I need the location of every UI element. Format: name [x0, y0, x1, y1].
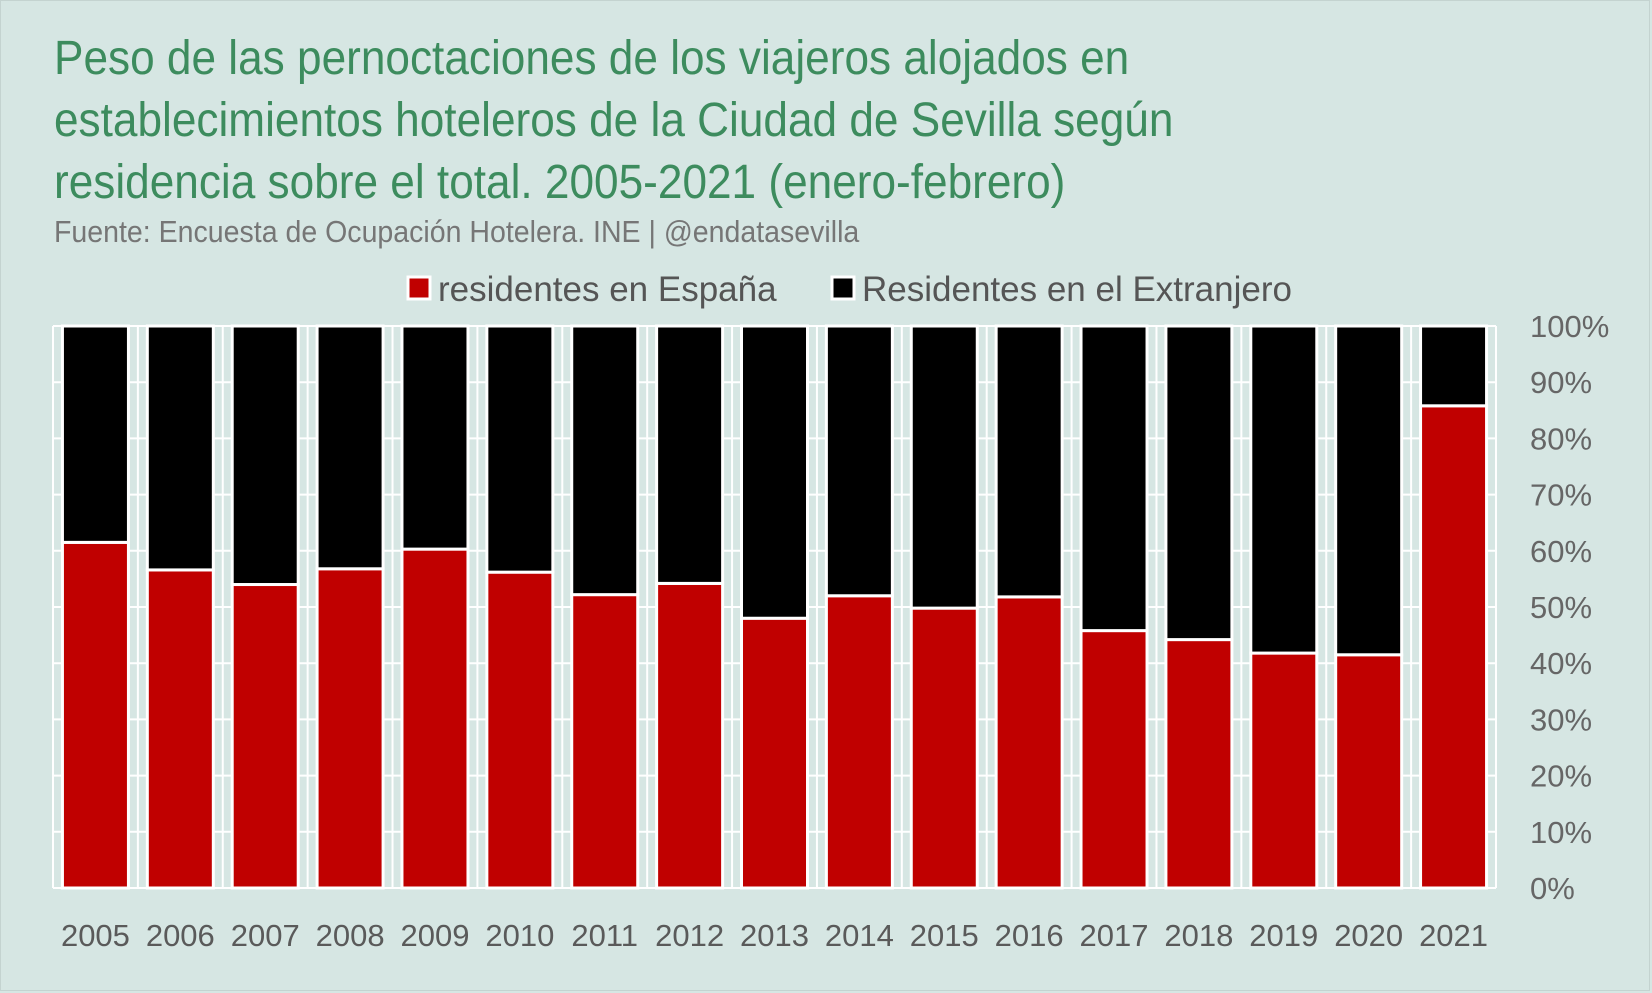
- bar-espana-2005: [60, 540, 130, 890]
- bar-espana-2009: [400, 547, 470, 890]
- y-tick-label: 20%: [1530, 759, 1592, 794]
- bar-extranjero-2019: [1249, 324, 1319, 655]
- bar-extranjero-2008: [315, 324, 385, 571]
- y-tick-label: 50%: [1530, 590, 1592, 625]
- legend-label-extranjero: Residentes en el Extranjero: [862, 270, 1292, 309]
- bar-espana-2006: [145, 568, 215, 890]
- bar-extranjero-2021: [1419, 324, 1489, 408]
- bar-espana-2010: [485, 570, 555, 890]
- bar-espana-2007: [230, 583, 300, 890]
- x-tick-label: 2019: [1249, 918, 1318, 953]
- x-tick-label: 2020: [1334, 918, 1403, 953]
- legend-label-espana: residentes en España: [438, 270, 777, 309]
- y-tick-label: 40%: [1530, 646, 1592, 681]
- bar-extranjero-2010: [485, 324, 555, 574]
- bar-extranjero-2006: [145, 324, 215, 572]
- bar-extranjero-2013: [740, 324, 809, 620]
- bar-espana-2021: [1419, 404, 1489, 890]
- legend-item-extranjero[interactable]: Residentes en el Extranjero: [830, 270, 1292, 309]
- y-tick-label: 90%: [1530, 365, 1592, 400]
- x-tick-label: 2016: [995, 918, 1064, 953]
- bar-extranjero-2015: [909, 324, 979, 610]
- bar-espana-2011: [570, 593, 640, 890]
- bar-extranjero-2012: [655, 324, 725, 585]
- x-tick-label: 2013: [740, 918, 809, 953]
- bar-extranjero-2018: [1164, 324, 1234, 642]
- bar-espana-2017: [1079, 629, 1149, 890]
- bar-espana-2016: [994, 595, 1064, 890]
- y-tick-label: 10%: [1530, 815, 1592, 850]
- legend-swatch-extranjero: [830, 275, 856, 301]
- x-tick-label: 2009: [400, 918, 469, 953]
- y-tick-label: 0%: [1530, 871, 1575, 906]
- x-tick-label: 2005: [61, 918, 130, 953]
- bar-espana-2015: [909, 606, 979, 890]
- y-tick-label: 70%: [1530, 478, 1592, 513]
- bar-extranjero-2020: [1334, 324, 1404, 657]
- x-tick-label: 2011: [571, 918, 638, 953]
- bar-extranjero-2009: [400, 324, 470, 551]
- bar-extranjero-2005: [60, 324, 130, 544]
- bar-espana-2012: [655, 581, 725, 890]
- bar-extranjero-2014: [824, 324, 894, 598]
- bars: [60, 324, 1489, 890]
- x-tick-label: 2006: [146, 918, 215, 953]
- y-tick-label: 30%: [1530, 702, 1592, 737]
- bar-extranjero-2011: [570, 324, 640, 597]
- x-tick-label: 2007: [231, 918, 300, 953]
- bar-espana-2008: [315, 567, 385, 890]
- x-tick-label: 2018: [1164, 918, 1233, 953]
- legend-item-espana[interactable]: residentes en España: [406, 270, 777, 309]
- bar-espana-2019: [1249, 651, 1319, 890]
- legend-swatch-espana: [406, 275, 432, 301]
- bar-extranjero-2017: [1079, 324, 1149, 633]
- bar-espana-2018: [1164, 638, 1234, 890]
- bar-extranjero-2007: [230, 324, 300, 587]
- bar-espana-2013: [740, 616, 809, 890]
- y-tick-label: 80%: [1530, 421, 1592, 456]
- bar-espana-2020: [1334, 653, 1404, 890]
- y-axis-ticks: 0% 10% 20% 30% 40% 50% 60% 70% 80% 90% 100%: [1530, 309, 1609, 906]
- y-tick-label: 60%: [1530, 534, 1592, 569]
- x-tick-label: 2008: [316, 918, 385, 953]
- bar-espana-2014: [824, 594, 894, 890]
- x-tick-label: 2010: [485, 918, 554, 953]
- x-tick-label: 2014: [825, 918, 894, 953]
- chart-subtitle: Fuente: Encuesta de Ocupación Hotelera. …: [54, 214, 860, 249]
- x-tick-label: 2021: [1419, 918, 1488, 953]
- bar-extranjero-2016: [994, 324, 1064, 599]
- legend: residentes en España Residentes en el Ex…: [406, 270, 1292, 309]
- x-tick-label: 2017: [1080, 918, 1149, 953]
- y-tick-label: 100%: [1530, 309, 1609, 344]
- chart-title: Peso de las pernoctaciones de los viajer…: [54, 32, 1174, 209]
- x-axis-ticks: 2005 2006 2007 2008 2009 2010 2011 2012 2013 2014…: [61, 918, 1488, 953]
- x-tick-label: 2012: [655, 918, 724, 953]
- x-tick-label: 2015: [910, 918, 979, 953]
